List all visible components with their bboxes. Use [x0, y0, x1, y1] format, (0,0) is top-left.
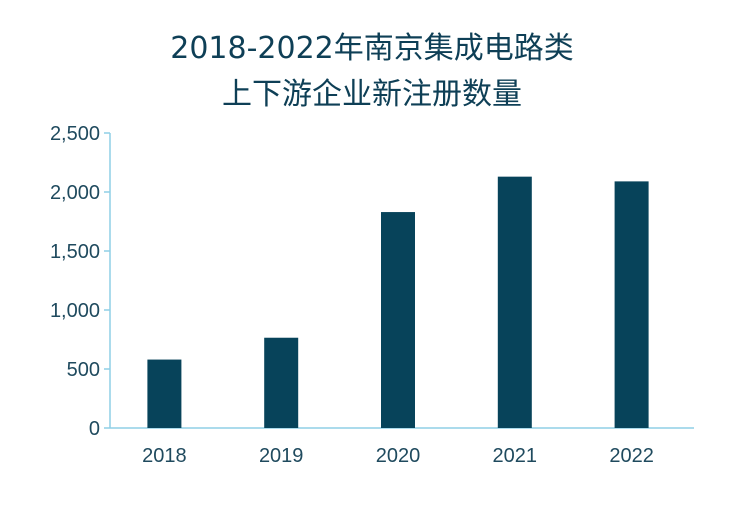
- bar-2018: [147, 359, 182, 428]
- x-tick-label: 2020: [376, 445, 421, 467]
- y-tick-label: 1,000: [50, 300, 100, 322]
- bar-2020: [381, 212, 415, 428]
- chart-title: 2018-2022年南京集成电路类 上下游企业新注册数量: [0, 26, 744, 118]
- bar-2021: [497, 176, 532, 428]
- y-axis: 0 500 1,000 1,500 2,000 2,500: [50, 123, 111, 440]
- x-tick-label: 2018: [142, 445, 187, 467]
- x-axis: 2018 2019 2020 2021 2022: [110, 427, 694, 467]
- chart-title-line-2: 上下游企业新注册数量: [222, 77, 522, 112]
- x-tick-label: 2021: [493, 445, 538, 467]
- x-tick-label: 2019: [259, 445, 304, 467]
- bar-2022: [614, 181, 649, 428]
- y-tick-label: 1,500: [50, 241, 100, 263]
- bar-2019: [264, 337, 299, 428]
- y-tick-label: 0: [89, 418, 100, 440]
- x-tick-label: 2022: [609, 445, 654, 467]
- y-tick-label: 2,500: [50, 123, 100, 145]
- y-tick-label: 500: [67, 359, 100, 381]
- y-tick-label: 2,000: [50, 182, 100, 204]
- bars: [147, 176, 649, 428]
- chart-title-line-1: 2018-2022年南京集成电路类: [170, 31, 574, 66]
